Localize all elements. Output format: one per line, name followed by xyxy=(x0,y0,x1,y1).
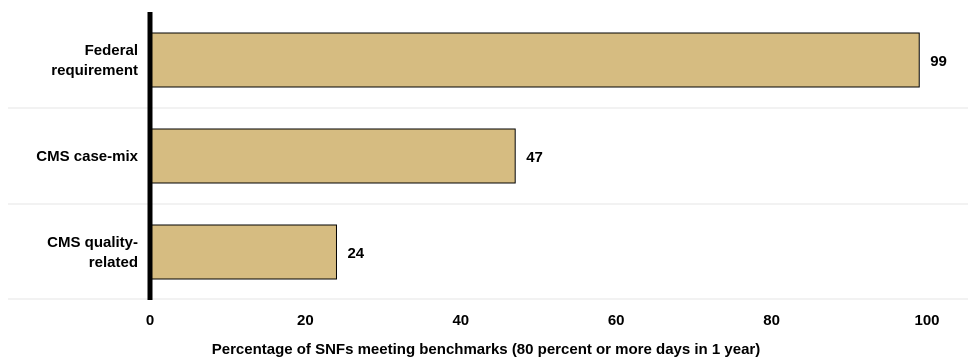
category-label: CMS quality-related xyxy=(47,234,138,271)
value-label: 99 xyxy=(930,53,947,70)
row-separators xyxy=(8,107,968,300)
category-labels: Federal requirement CMS case-mix CMS qualit… xyxy=(36,42,138,271)
x-tick-label: 60 xyxy=(608,312,625,329)
x-tick-labels: 0 20 40 60 80 100 xyxy=(146,312,940,329)
bar xyxy=(149,224,337,280)
value-label: 47 xyxy=(526,149,543,166)
x-tick-label: 20 xyxy=(297,312,314,329)
bar xyxy=(149,32,920,88)
category-label: Federal requirement xyxy=(51,42,138,79)
x-tick-label: 0 xyxy=(146,312,154,329)
x-tick-label: 100 xyxy=(914,312,939,329)
bars xyxy=(149,32,920,280)
value-label: 24 xyxy=(347,245,364,262)
x-tick-label: 40 xyxy=(452,312,469,329)
value-labels: 99 47 24 xyxy=(347,53,946,262)
x-axis-title: Percentage of SNFs meeting benchmarks (8… xyxy=(212,341,761,358)
bar xyxy=(149,128,516,184)
x-tick-label: 80 xyxy=(763,312,780,329)
category-label: CMS case-mix xyxy=(36,148,138,165)
